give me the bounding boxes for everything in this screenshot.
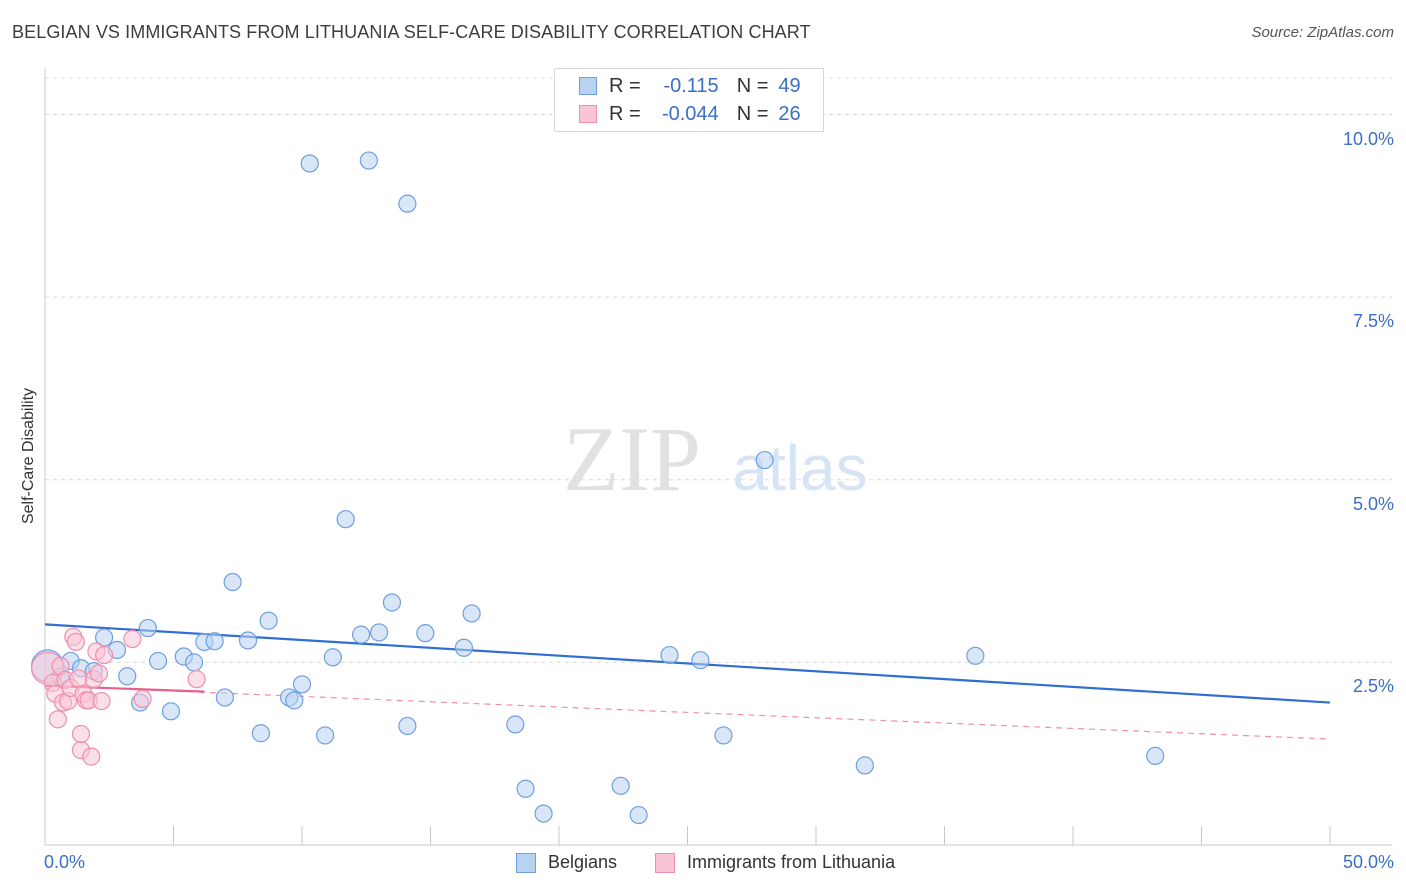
x-tick-label-max: 50.0% <box>1342 852 1394 872</box>
belgians-point <box>398 716 417 736</box>
belgians-point <box>611 776 630 795</box>
belgians-point <box>292 675 312 694</box>
lithuania-swatch <box>655 852 675 873</box>
belgians-point <box>148 651 168 671</box>
stats-legend: R = -0.115 N = 49 R = -0.044 N = 26 <box>554 68 824 132</box>
watermark-zip: ZIP <box>563 408 701 510</box>
belgians-point <box>966 646 985 665</box>
belgians-point <box>323 648 342 667</box>
belgians-point <box>534 804 553 823</box>
x-tick-label-min: 0.0% <box>44 852 86 872</box>
r-value: -0.115 <box>663 74 719 97</box>
n-label: N = <box>736 74 769 97</box>
n-value: 26 <box>778 102 801 125</box>
belgians-point <box>506 715 525 734</box>
belgians-point <box>285 691 304 710</box>
pink-swatch <box>579 105 597 123</box>
belgians-point <box>205 632 224 651</box>
series-legend: Belgians Immigrants from Lithuania <box>0 852 1406 876</box>
belgians-point <box>629 805 648 825</box>
legend-label-belgians: Belgians <box>548 852 618 872</box>
belgians-point <box>352 625 371 644</box>
lithuania-point <box>187 670 206 689</box>
belgians-point <box>223 572 242 592</box>
r-label: R = <box>609 74 641 97</box>
belgians-point <box>691 651 710 670</box>
belgians-point <box>161 702 181 721</box>
chart-title: BELGIAN VS IMMIGRANTS FROM LITHUANIA SEL… <box>12 22 811 42</box>
belgians-point <box>660 645 679 665</box>
belgians-point <box>118 667 137 686</box>
belgians-point <box>370 623 389 642</box>
belgians-point <box>755 450 774 470</box>
n-label: N = <box>736 102 769 125</box>
stats-legend-row-lithuania: R = -0.044 N = 26 <box>579 101 801 127</box>
belgians-point <box>259 611 278 630</box>
legend-item-belgians[interactable]: Belgians <box>516 852 617 873</box>
lithuania-point <box>92 691 111 711</box>
y-tick-label: 2.5% <box>1352 676 1394 697</box>
belgians-point <box>300 154 319 173</box>
belgians-point <box>238 631 258 650</box>
lithuania-point <box>48 710 67 729</box>
belgians-point <box>855 756 874 775</box>
lithuania-point <box>82 747 101 766</box>
belgians-point <box>714 726 733 745</box>
blue-swatch <box>579 77 597 95</box>
lithuania-point <box>95 645 114 665</box>
source-label: Source: ZipAtlas.com <box>1251 24 1394 41</box>
lithuania-point <box>123 629 142 649</box>
watermark: ZIP atlas <box>563 408 868 510</box>
y-tick-label: 10.0% <box>1342 128 1394 149</box>
belgians-point <box>1146 746 1165 765</box>
r-value: -0.044 <box>661 102 719 125</box>
lithuania-point <box>71 724 91 744</box>
belgians-point <box>138 618 157 638</box>
belgians-point <box>416 624 435 643</box>
belgians-point <box>316 726 335 745</box>
belgians-point <box>516 779 535 798</box>
y-tick-label: 7.5% <box>1352 311 1394 332</box>
belgians-point <box>336 510 355 529</box>
lithuania-point <box>133 689 152 709</box>
belgians-point <box>359 151 378 170</box>
y-tick-label: 5.0% <box>1352 493 1394 514</box>
belgians-swatch <box>516 852 536 873</box>
lithuania-trend-line-dashed <box>44 685 1331 740</box>
legend-label-lithuania: Immigrants from Lithuania <box>687 852 896 872</box>
belgians-point <box>251 724 270 743</box>
lithuania-point <box>66 632 85 652</box>
belgians-point <box>215 688 234 707</box>
belgians-point <box>462 604 481 623</box>
trend-lines <box>44 623 1331 740</box>
belgians-trend-line <box>44 623 1331 704</box>
axes <box>44 68 1392 846</box>
belgians-point <box>184 653 204 672</box>
r-label: R = <box>609 102 641 125</box>
belgians-point <box>382 593 402 612</box>
belgians-point <box>398 194 417 213</box>
gridlines <box>45 77 1392 663</box>
legend-item-lithuania[interactable]: Immigrants from Lithuania <box>655 852 895 873</box>
watermark-atlas: atlas <box>732 432 867 504</box>
data-points <box>30 151 1165 825</box>
n-value: 49 <box>778 74 801 97</box>
lithuania-point <box>89 664 109 683</box>
stats-legend-row-belgians: R = -0.115 N = 49 <box>579 73 801 99</box>
belgians-point <box>454 638 474 657</box>
lithuania-point <box>69 669 88 688</box>
